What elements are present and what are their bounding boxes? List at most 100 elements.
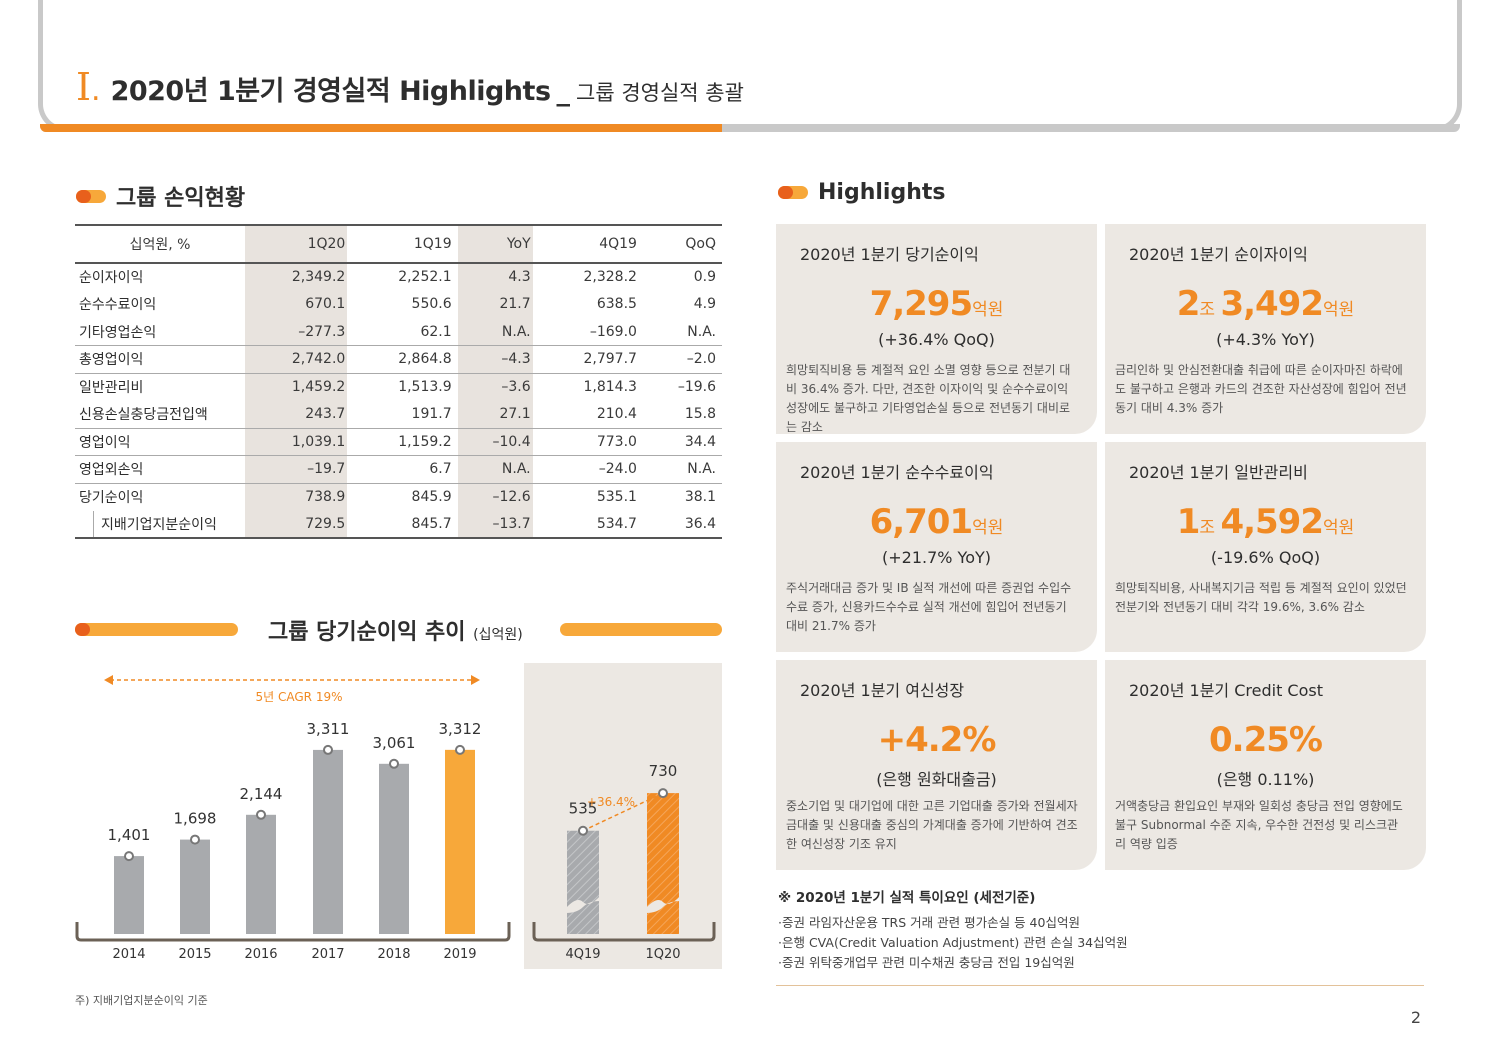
- table-cell: 2,742.0: [245, 345, 352, 374]
- table-cell: 4.3: [457, 263, 537, 291]
- chart-point: [658, 788, 668, 799]
- chart-point: [256, 809, 266, 820]
- chart-point: [389, 758, 399, 769]
- table-row: 순이자이익 2,349.2 2,252.1 4.3 2,328.2 0.9: [75, 263, 722, 291]
- table-cell: –19.6: [677, 379, 716, 395]
- chart-baseline: [75, 922, 511, 942]
- cagr-annotation: 5년 CAGR 19%: [256, 690, 343, 704]
- table-row: 신용손실충당금전입액 243.7 191.7 27.1 210.4 15.8: [75, 400, 722, 429]
- chart-tick-label: 1Q20: [645, 947, 680, 962]
- cagr-arrow-left-icon: [104, 675, 113, 685]
- highlight-description: 희망퇴직비용, 사내복지기금 적립 등 계절적 요인이 있었던 전분기와 전년동…: [1115, 581, 1407, 614]
- highlight-change: (+36.4% QoQ): [878, 330, 995, 349]
- row-label: 당기순이익: [75, 483, 245, 511]
- table-cell: 2,797.7: [536, 345, 643, 374]
- highlight-description: 중소기업 및 대기업에 대한 고른 기업대출 증가와 전월세자금대출 및 신용대…: [786, 799, 1078, 851]
- chart-tick-label: 4Q19: [565, 947, 600, 962]
- row-label: 순이자이익: [75, 263, 245, 291]
- table-cell: –13.7: [457, 510, 537, 539]
- table-cell: 2,328.2: [537, 263, 643, 291]
- table-cell: 27.1: [457, 400, 537, 429]
- chart-title-text: 그룹 당기순이익 추이: [268, 620, 466, 645]
- chart-baseline: [532, 922, 716, 942]
- chart-value-label: 2,144: [240, 785, 283, 803]
- chart-point: [455, 744, 465, 755]
- highlight-value: 0.25%: [1105, 720, 1426, 760]
- chart-value-label: 3,312: [439, 720, 482, 738]
- growth-trend-line: [582, 792, 664, 832]
- notes-title: ※ 2020년 1분기 실적 특이요인 (세전기준): [778, 890, 1036, 906]
- row-label: 일반관리비: [75, 373, 245, 401]
- chart-title: 그룹 당기순이익 추이 (십억원): [268, 614, 523, 646]
- highlight-number: 0.25%: [1209, 720, 1323, 760]
- highlight-label: 2020년 1분기 Credit Cost: [1129, 681, 1324, 700]
- highlight-unit: 억원: [1322, 518, 1355, 538]
- chart-point: [578, 825, 588, 836]
- table-row: 당기순이익 738.9 845.9 –12.6 535.1 38.1: [75, 483, 722, 511]
- table-cell: 550.6: [351, 291, 457, 319]
- table-cell: 1,814.3: [537, 373, 643, 401]
- highlight-card-loan-growth: 2020년 1분기 여신성장 +4.2% (은행 원화대출금) 중소기업 및 대…: [776, 660, 1097, 870]
- table-cell: 1,039.1: [245, 428, 352, 456]
- table-cell: 773.0: [536, 428, 643, 456]
- table-cell: –169.0: [536, 318, 643, 346]
- row-label: 신용손실충당금전입액: [75, 400, 245, 429]
- pl-header-yoy: YoY: [457, 224, 537, 264]
- table-cell: –19.7: [245, 455, 352, 484]
- row-label: 총영업이익: [75, 345, 245, 374]
- highlight-unit: 억원: [972, 300, 1004, 320]
- table-row: 일반관리비 1,459.2 1,513.9 –3.6 1,814.3 –19.6: [75, 373, 722, 401]
- pl-header-1q19: 1Q19: [351, 224, 458, 264]
- chart-value-label: 730: [649, 762, 678, 780]
- table-cell: 21.7: [457, 290, 537, 318]
- highlight-number: 3,492: [1220, 284, 1324, 324]
- chart-value-label: 3,311: [307, 720, 350, 738]
- highlight-card-net-interest: 2020년 1분기 순이자이익 2조 3,492억원 (+4.3% YoY) 금…: [1105, 224, 1426, 434]
- table-cell: 6.7: [351, 455, 458, 484]
- highlight-description: 희망퇴직비용 등 계절적 요인 소멸 영향 등으로 전분기 대비 36.4% 증…: [786, 363, 1071, 434]
- table-cell: 2,864.8: [351, 345, 458, 374]
- table-cell: N.A.: [642, 455, 722, 484]
- notes-item: ·은행 CVA(Credit Valuation Adjustment) 관련 …: [778, 935, 1128, 950]
- highlight-change: (-19.6% QoQ): [1210, 548, 1321, 567]
- notes-divider: [776, 985, 1424, 986]
- chart-tick-label: 2016: [244, 947, 277, 962]
- cagr-arrow-right-icon: [471, 675, 480, 685]
- highlight-card-credit-cost: 2020년 1분기 Credit Cost 0.25% (은행 0.11%) 거…: [1105, 660, 1426, 870]
- table-cell: 1,513.9: [351, 373, 457, 401]
- table-row: 기타영업손익 –277.3 62.1 N.A. –169.0 N.A.: [75, 318, 722, 346]
- pl-table: 십억원, % 1Q20 1Q19 YoY 4Q19 QoQ 순이자이익 2,349…: [75, 224, 722, 539]
- table-cell: 1,459.2: [245, 373, 352, 401]
- highlight-number: +4.2%: [877, 720, 997, 760]
- table-row: 지배기업지분순이익 729.5 845.7 –13.7 534.7 36.4: [75, 510, 722, 539]
- chart-bar: [180, 839, 210, 934]
- chart-bar: [313, 749, 343, 934]
- table-cell: 36.4: [642, 510, 722, 539]
- chart-tick-label: 2019: [443, 947, 476, 962]
- highlight-prefix-unit: 조: [1199, 300, 1221, 320]
- highlight-prefix-unit: 조: [1199, 518, 1221, 538]
- chart-value-label: 1,401: [108, 826, 151, 844]
- highlight-label: 2020년 1분기 일반관리비: [1129, 463, 1308, 482]
- table-row: 순수수료이익 670.1 550.6 21.7 638.5 4.9: [75, 290, 722, 319]
- chart-bar: [246, 814, 276, 934]
- highlights-grid: 2020년 1분기 당기순이익 7,295억원 (+36.4% QoQ) 희망퇴…: [776, 224, 1426, 870]
- highlight-number: 6,701: [869, 502, 974, 542]
- highlight-label: 2020년 1분기 여신성장: [800, 681, 965, 700]
- qoq-annotation: +36.4%: [587, 795, 635, 809]
- quarter-chart-panel: [524, 663, 722, 969]
- table-cell: –10.4: [457, 428, 537, 456]
- table-cell: 38.1: [684, 489, 716, 505]
- chart-bar: [445, 749, 475, 934]
- highlight-description: 주식거래대금 증가 및 IB 실적 개선에 따른 증권업 수입수수료 증가, 신…: [786, 581, 1072, 633]
- highlight-label: 2020년 1분기 순이자이익: [1129, 245, 1308, 264]
- notes-item: ·증권 라임자산운용 TRS 거래 관련 평가손실 등 40십억원: [778, 915, 1080, 930]
- chart-tick-label: 2015: [178, 947, 211, 962]
- table-cell: 243.7: [245, 400, 352, 429]
- page-title: I . 2020년 1분기 경영실적 Highlights _ 그룹 경영실적 …: [76, 68, 744, 108]
- highlight-number: 4,592: [1220, 502, 1324, 542]
- table-cell: 534.7: [536, 510, 643, 539]
- row-label: 기타영업손익: [75, 318, 245, 346]
- highlight-unit: 억원: [972, 518, 1004, 538]
